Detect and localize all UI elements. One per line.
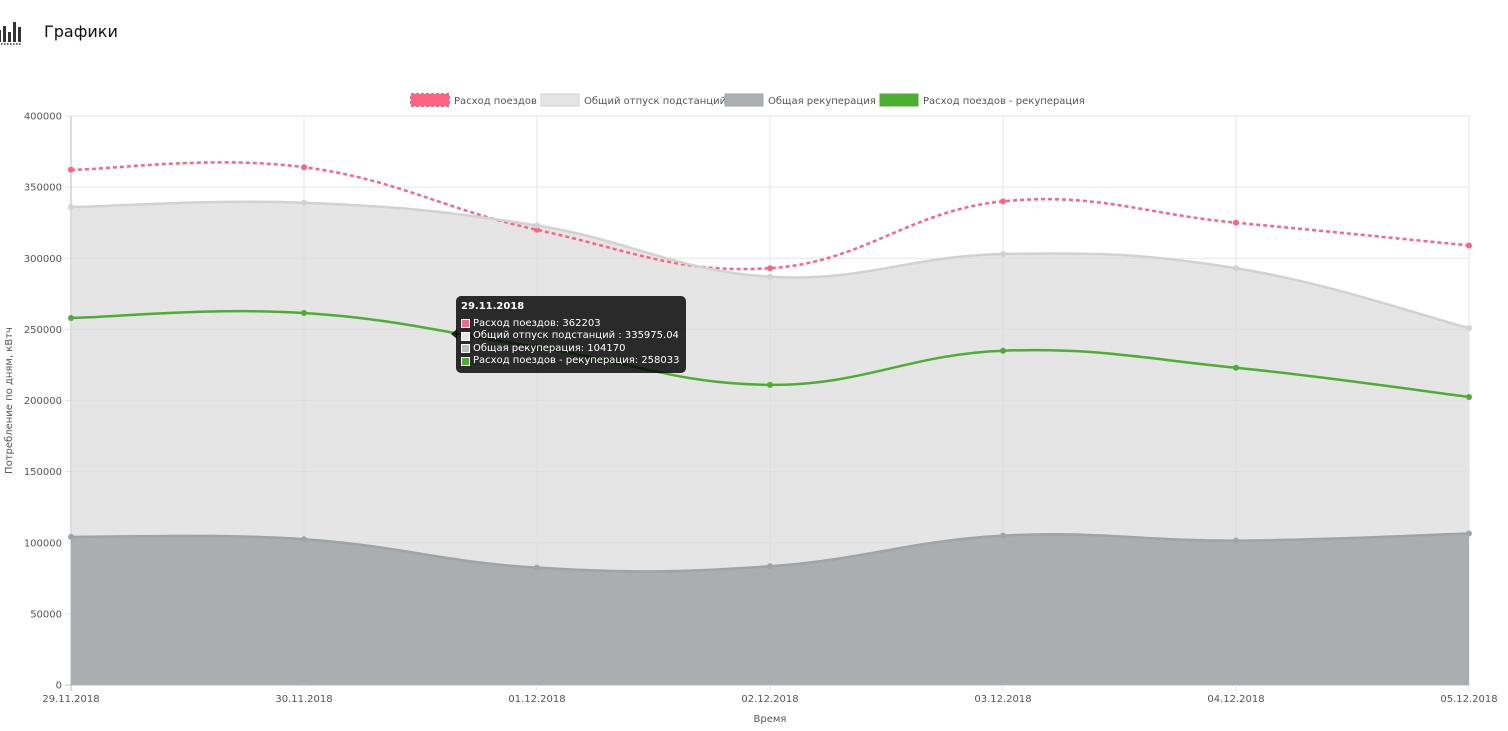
- data-point[interactable]: [1233, 219, 1239, 226]
- data-point[interactable]: [1466, 530, 1472, 537]
- tooltip-swatch: [461, 331, 470, 341]
- data-point[interactable]: [68, 166, 74, 173]
- data-point[interactable]: [767, 381, 773, 388]
- data-point[interactable]: [1466, 393, 1472, 400]
- data-point[interactable]: [68, 314, 74, 321]
- legend-item[interactable]: Общий отпуск подстанций: [540, 93, 726, 107]
- y-tick-label: 150000: [24, 467, 62, 478]
- chart-tooltip: 29.11.2018 Расход поездов: 362203 Общий о…: [456, 296, 687, 373]
- x-tick-label: 03.12.2018: [974, 694, 1031, 705]
- x-tick-label: 02.12.2018: [741, 694, 798, 705]
- tooltip-swatch: [461, 319, 470, 329]
- data-point[interactable]: [301, 536, 307, 543]
- x-tick-label: 29.11.2018: [42, 694, 99, 705]
- tooltip-row: Общий отпуск подстанций : 335975.04: [461, 330, 679, 343]
- data-point[interactable]: [301, 164, 307, 171]
- x-axis-title: Время: [754, 714, 787, 725]
- chart-legend[interactable]: Расход поездов Общий отпуск подстанций Общ…: [410, 93, 1085, 107]
- legend-swatch: [879, 93, 919, 107]
- tooltip-row-label: Расход поездов - рекуперация: 258033: [473, 355, 680, 366]
- tooltip-title: 29.11.2018: [461, 301, 525, 312]
- legend-label: Расход поездов: [454, 96, 537, 107]
- data-point[interactable]: [534, 564, 540, 571]
- data-point[interactable]: [1466, 324, 1472, 331]
- legend-label: Общий отпуск подстанций: [584, 96, 726, 107]
- data-point[interactable]: [68, 533, 74, 540]
- y-tick-label: 50000: [30, 609, 62, 620]
- x-tick-label: 01.12.2018: [508, 694, 565, 705]
- legend-swatch: [410, 93, 450, 107]
- tooltip-row: Общая рекуперация: 104170: [461, 343, 679, 356]
- tooltip-swatch: [461, 356, 470, 366]
- data-point[interactable]: [1233, 364, 1239, 371]
- chart-points[interactable]: [68, 164, 1472, 571]
- data-point[interactable]: [1233, 537, 1239, 544]
- bar-chart-icon: [0, 22, 22, 45]
- data-point[interactable]: [1000, 532, 1006, 539]
- y-tick-label: 0: [56, 681, 62, 692]
- page-title: Графики: [44, 22, 118, 41]
- y-tick-label: 100000: [24, 538, 62, 549]
- legend-swatch: [724, 93, 764, 107]
- legend-label: Расход поездов - рекуперация: [923, 96, 1085, 107]
- data-point[interactable]: [68, 204, 74, 211]
- data-point[interactable]: [301, 310, 307, 317]
- legend-item[interactable]: Общая рекуперация: [724, 93, 876, 107]
- data-point[interactable]: [767, 273, 773, 280]
- data-point[interactable]: [1000, 198, 1006, 205]
- series-area: [71, 533, 1469, 685]
- tooltip-row-label: Расход поездов: 362203: [473, 317, 601, 329]
- legend-item[interactable]: Расход поездов: [410, 93, 537, 107]
- data-point[interactable]: [301, 199, 307, 206]
- legend-label: Общая рекуперация: [768, 96, 876, 107]
- tooltip-row-label: Общий отпуск подстанций : 335975.04: [473, 330, 679, 341]
- chart-axes: 0 50000 100000 150000 200000 250000 300000 3500…: [4, 112, 1498, 726]
- data-point[interactable]: [767, 265, 773, 272]
- legend-item[interactable]: Расход поездов - рекуперация: [879, 93, 1085, 107]
- y-tick-label: 200000: [24, 396, 62, 407]
- tooltip-row: Расход поездов: 362203: [461, 318, 679, 331]
- x-tick-label: 05.12.2018: [1440, 694, 1497, 705]
- data-point[interactable]: [1466, 242, 1472, 249]
- tooltip-row: Расход поездов - рекуперация: 258033: [461, 355, 679, 368]
- data-point[interactable]: [1233, 265, 1239, 272]
- tooltip-row-label: Общая рекуперация: 104170: [473, 342, 626, 354]
- chart-areas: [71, 201, 1469, 685]
- x-tick-label: 04.12.2018: [1207, 694, 1264, 705]
- y-axis-title: Потребление по дням, кВтч: [4, 327, 15, 474]
- data-point[interactable]: [767, 563, 773, 570]
- y-tick-label: 400000: [24, 112, 62, 123]
- y-tick-label: 350000: [24, 183, 62, 194]
- data-point[interactable]: [1000, 347, 1006, 354]
- tooltip-swatch: [461, 344, 470, 354]
- data-point[interactable]: [534, 226, 540, 233]
- legend-swatch: [540, 93, 580, 107]
- data-point[interactable]: [534, 222, 540, 229]
- x-tick-label: 30.11.2018: [275, 694, 332, 705]
- y-tick-label: 250000: [24, 325, 62, 336]
- data-point[interactable]: [1000, 250, 1006, 257]
- y-tick-label: 300000: [24, 254, 62, 265]
- tooltip-caret: [451, 329, 457, 339]
